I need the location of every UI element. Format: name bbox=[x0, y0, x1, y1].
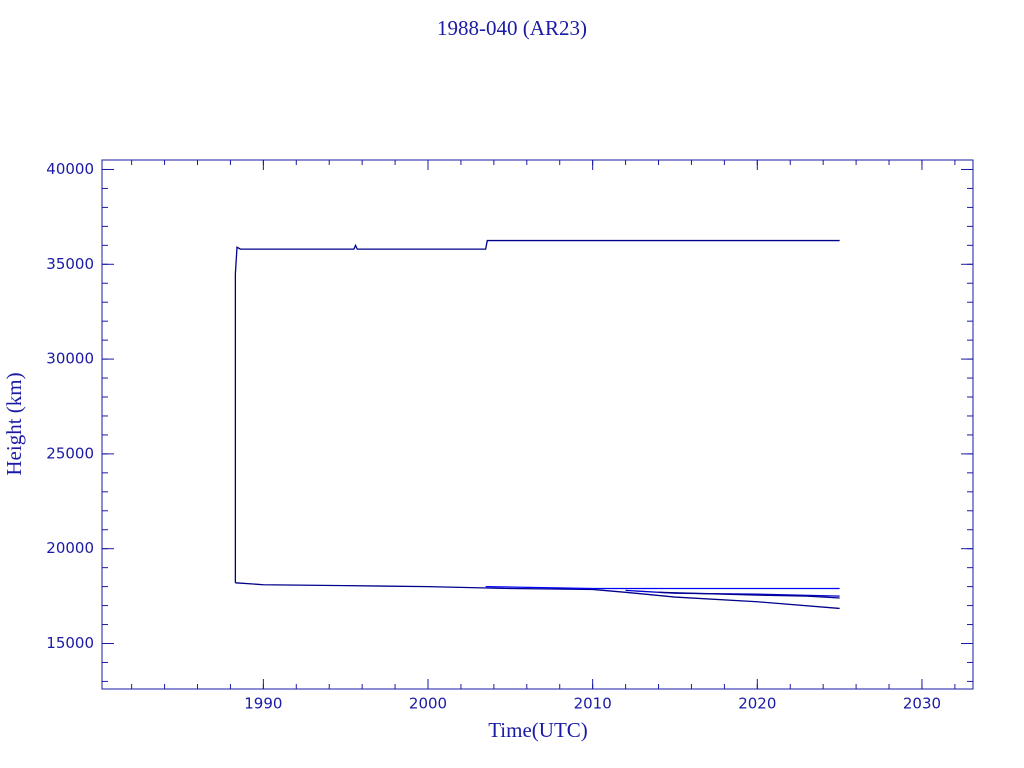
chart-title: 1988-040 (AR23) bbox=[437, 16, 587, 40]
data-line bbox=[658, 591, 840, 599]
x-tick-label: 2020 bbox=[738, 695, 776, 713]
data-line bbox=[235, 582, 840, 610]
y-tick-label: 15000 bbox=[46, 634, 94, 652]
x-tick-label: 2000 bbox=[409, 695, 447, 713]
y-tick-label: 40000 bbox=[46, 160, 94, 178]
y-tick-label: 35000 bbox=[46, 255, 94, 273]
y-tick-label: 25000 bbox=[46, 444, 94, 462]
plot-frame bbox=[101, 159, 974, 690]
y-tick-label: 20000 bbox=[46, 539, 94, 557]
data-line bbox=[234, 239, 840, 583]
x-tick-label: 1990 bbox=[244, 695, 282, 713]
y-tick-label: 30000 bbox=[46, 350, 94, 368]
x-tick-label: 2030 bbox=[903, 695, 941, 713]
x-axis-title: Time(UTC) bbox=[488, 718, 588, 742]
y-axis-title: Height (km) bbox=[2, 372, 26, 475]
x-tick-label: 2010 bbox=[574, 695, 612, 713]
data-line bbox=[485, 585, 840, 590]
